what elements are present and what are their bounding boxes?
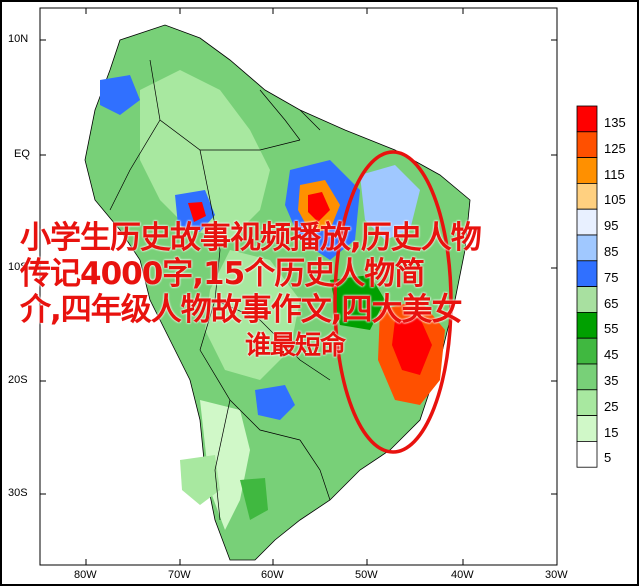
colorbar-label: 5	[604, 450, 612, 466]
lon-label-30w: 30W	[545, 569, 568, 581]
colorbar-swatch	[576, 157, 598, 184]
overlay-title-line-2: 传记4000字,15个历史人物简	[20, 256, 425, 292]
lon-label-80w: 80W	[74, 569, 97, 581]
colorbar	[576, 105, 598, 468]
axis-ticks	[40, 8, 558, 565]
colorbar-swatch	[576, 363, 598, 391]
lon-label-50w: 50W	[355, 569, 378, 581]
highlight-circle	[333, 150, 453, 454]
colorbar-swatch	[576, 440, 598, 468]
overlay-title: 小学生历史故事视频播放,历史人物 传记4000字,15个历史人物简 介,四年级人…	[20, 220, 620, 364]
colorbar-swatch	[576, 415, 598, 442]
lon-label-70w: 70W	[168, 569, 191, 581]
colorbar-label: 115	[604, 166, 625, 182]
colorbar-label: 55	[604, 321, 619, 337]
colorbar-label: 75	[604, 269, 619, 285]
colorbar-label: 35	[604, 372, 619, 388]
colorbar-swatch	[576, 182, 598, 210]
colorbar-label: 25	[604, 398, 619, 414]
colorbar-label: 95	[604, 218, 619, 234]
colorbar-label: 105	[604, 192, 626, 208]
colorbar-label: 45	[604, 347, 619, 363]
colorbar-label: 65	[604, 295, 619, 311]
colorbar-label: 85	[604, 243, 619, 259]
country-borders	[109, 59, 331, 521]
lat-label-10n: 10N	[8, 33, 29, 45]
lat-label-20s: 20S	[8, 374, 28, 386]
colorbar-label: 15	[604, 424, 619, 440]
lat-label-eq: EQ	[14, 148, 30, 160]
colorbar-swatch	[576, 105, 598, 133]
lat-label-10s: 10S	[8, 261, 28, 273]
overlay-title-line-1: 小学生历史故事视频播放,历史人物	[20, 220, 482, 256]
colorbar-swatch	[576, 131, 598, 159]
lat-label-30s: 30S	[8, 487, 28, 499]
colorbar-label: 125	[604, 140, 626, 156]
colorbar-swatch	[576, 389, 598, 416]
lon-label-60w: 60W	[261, 569, 284, 581]
lon-label-40w: 40W	[451, 569, 474, 581]
overlay-title-line-3: 介,四年级人物故事作文,四大美女	[20, 292, 463, 328]
colorbar-label: 135	[604, 114, 626, 130]
overlay-title-line-4: 谁最短命	[245, 331, 346, 361]
